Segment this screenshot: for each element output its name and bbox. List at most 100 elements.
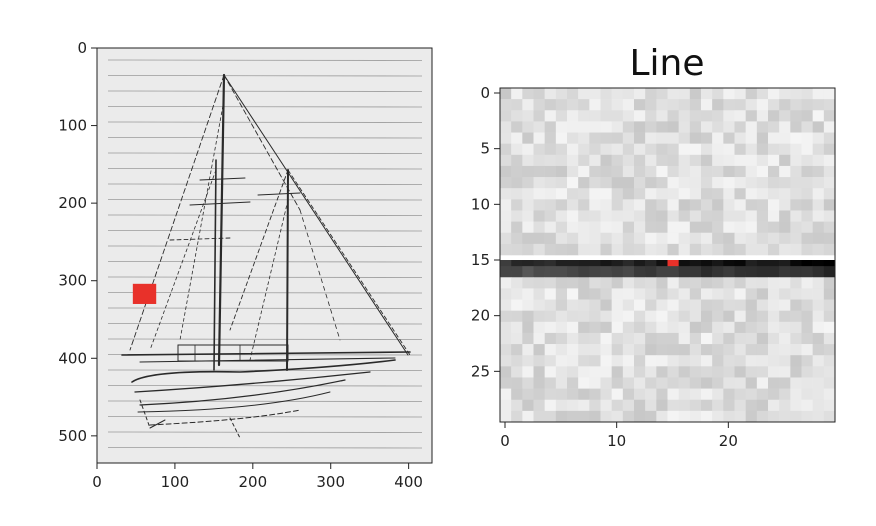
heatmap-cell bbox=[745, 399, 758, 412]
heatmap-cell bbox=[500, 344, 512, 356]
heatmap-cell bbox=[522, 221, 534, 234]
heatmap-cell bbox=[567, 110, 579, 122]
heatmap-cell bbox=[522, 132, 534, 144]
heatmap-cell bbox=[745, 299, 758, 311]
heatmap-cell bbox=[500, 332, 512, 345]
heatmap-cell bbox=[500, 110, 512, 122]
heatmap-cell bbox=[645, 377, 657, 389]
right-y-tick-label: 20 bbox=[471, 307, 490, 325]
heatmap-cell bbox=[689, 277, 702, 289]
heatmap-cell bbox=[734, 377, 746, 389]
heatmap-cell bbox=[779, 299, 791, 311]
heatmap-cell bbox=[500, 277, 512, 289]
heatmap-cell bbox=[790, 99, 802, 111]
heatmap-cell bbox=[768, 99, 780, 111]
heatmap-cell bbox=[500, 243, 512, 256]
heatmap-cell bbox=[600, 165, 612, 178]
heatmap-cell bbox=[678, 210, 691, 222]
heatmap-cell bbox=[645, 210, 657, 222]
heatmap-cell bbox=[544, 310, 557, 323]
heatmap-cell bbox=[745, 366, 758, 378]
heatmap-cell bbox=[689, 143, 702, 156]
heatmap-cell bbox=[701, 88, 713, 100]
heatmap-cell bbox=[756, 154, 769, 167]
heatmap-cell bbox=[645, 355, 657, 367]
heatmap-cell bbox=[500, 177, 512, 189]
heatmap-cell bbox=[611, 165, 624, 178]
heatmap-cell bbox=[745, 132, 758, 144]
heatmap-cell bbox=[823, 232, 836, 245]
heatmap-cell bbox=[500, 221, 512, 234]
heatmap-cell bbox=[500, 299, 512, 311]
heatmap-cell bbox=[611, 99, 624, 111]
heatmap-cell bbox=[712, 143, 724, 156]
heatmap-cell bbox=[533, 299, 545, 311]
heatmap-cell bbox=[656, 310, 668, 323]
heatmap-cell bbox=[656, 132, 668, 144]
heatmap-cell bbox=[689, 266, 702, 278]
heatmap-cell bbox=[656, 388, 668, 401]
heatmap-cell bbox=[622, 143, 635, 156]
heatmap-cell bbox=[522, 232, 534, 245]
heatmap-cell bbox=[801, 355, 813, 367]
heatmap-cell bbox=[544, 277, 557, 289]
heatmap-cell bbox=[589, 355, 601, 367]
left-panel: 0 100 200 300 400 0 100 200 300 400 500 bbox=[58, 39, 433, 491]
heatmap-cell bbox=[712, 243, 724, 256]
heatmap-cell bbox=[701, 377, 713, 389]
heatmap-cell bbox=[667, 260, 679, 272]
heatmap-cell bbox=[779, 321, 791, 334]
heatmap-cell bbox=[522, 243, 534, 256]
heatmap-cell bbox=[500, 399, 512, 412]
heatmap-cell bbox=[578, 199, 590, 211]
heatmap-cell bbox=[701, 188, 713, 200]
heatmap-cell bbox=[567, 188, 579, 200]
heatmap-cell bbox=[801, 410, 813, 423]
heatmap-cell bbox=[567, 388, 579, 401]
heatmap-cell bbox=[723, 344, 735, 356]
heatmap-cell bbox=[555, 288, 568, 300]
heatmap-cell bbox=[768, 288, 780, 300]
heatmap-cell bbox=[589, 121, 601, 133]
heatmap-cell bbox=[712, 310, 724, 323]
paper-line bbox=[107, 245, 423, 247]
heatmap-cell bbox=[511, 88, 523, 100]
heatmap-cell bbox=[533, 165, 545, 178]
heatmap-cell bbox=[600, 355, 612, 367]
heatmap-cell bbox=[511, 266, 523, 278]
heatmap-cell bbox=[745, 277, 758, 289]
heatmap-cell bbox=[756, 321, 769, 334]
heatmap-cell bbox=[600, 366, 612, 378]
heatmap-cell bbox=[768, 188, 780, 200]
heatmap-cell bbox=[622, 388, 635, 401]
heatmap-cell bbox=[790, 310, 802, 323]
heatmap-cell bbox=[611, 388, 624, 401]
heatmap-cell bbox=[511, 110, 523, 122]
heatmap-cell bbox=[589, 321, 601, 334]
heatmap-cell bbox=[656, 154, 668, 167]
heatmap-cell bbox=[578, 177, 590, 189]
heatmap-cell bbox=[756, 344, 769, 356]
heatmap-cell bbox=[500, 154, 512, 167]
heatmap-cell bbox=[667, 221, 679, 234]
heatmap-cell bbox=[622, 121, 635, 133]
heatmap-cell bbox=[734, 199, 746, 211]
heatmap-cell bbox=[567, 121, 579, 133]
heatmap-cell bbox=[678, 165, 691, 178]
heatmap-cell bbox=[790, 199, 802, 211]
paper-line bbox=[107, 75, 423, 77]
heatmap-cell bbox=[712, 99, 724, 111]
heatmap-cell bbox=[511, 199, 523, 211]
heatmap-cell bbox=[823, 177, 836, 189]
heatmap-cell bbox=[656, 221, 668, 234]
heatmap-cell bbox=[645, 366, 657, 378]
heatmap-cell bbox=[589, 188, 601, 200]
heatmap-cell bbox=[745, 344, 758, 356]
heatmap-cell bbox=[678, 243, 691, 256]
heatmap-cell bbox=[801, 399, 813, 412]
heatmap-cell bbox=[801, 344, 813, 356]
heatmap-cell bbox=[701, 260, 713, 272]
heatmap-cell bbox=[756, 232, 769, 245]
heatmap-cell bbox=[689, 377, 702, 389]
